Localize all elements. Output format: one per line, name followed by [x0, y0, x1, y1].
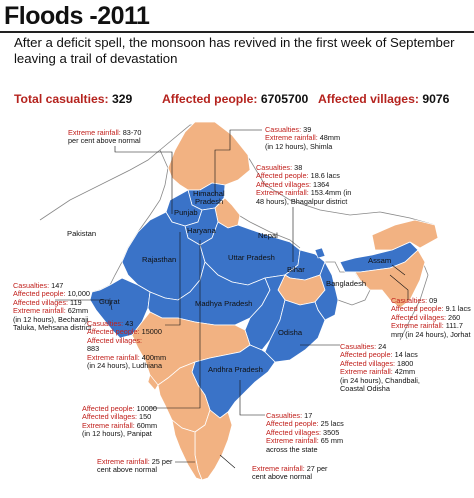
label-haryana: Haryana — [187, 226, 216, 235]
stat-people-value: 6705700 — [260, 92, 309, 106]
label-gujrat: Gujrat — [99, 297, 121, 306]
stat-casualties-label: Total casualties: — [14, 92, 109, 106]
myanmar-outline — [399, 254, 429, 341]
leader-himachal — [214, 129, 262, 196]
stat-people-label: Affected people: — [162, 92, 258, 106]
leader-gujrat — [55, 299, 113, 311]
annotation-andhra: Casualties: 17 Affected people: 25 lacs … — [266, 411, 344, 454]
stat-villages-label: Affected villages: — [318, 92, 419, 106]
annotation-south-west: Extreme rainfall: 25 per cent above norm… — [97, 457, 173, 475]
stat-casualties: Total casualties: 329 — [14, 92, 132, 106]
state-odisha — [264, 299, 326, 363]
label-madhya-pradesh: Madhya Pradesh — [195, 299, 252, 308]
label-rajasthan: Rajasthan — [142, 255, 176, 264]
nepal-outline — [229, 209, 301, 249]
label-bangladesh: Bangladesh — [326, 279, 366, 288]
label-odisha: Odisha — [278, 328, 303, 337]
state-kerala — [171, 419, 203, 481]
leader-south-east — [219, 454, 236, 469]
state-jammu-kashmir — [167, 121, 251, 191]
pakistan-outline — [39, 149, 169, 293]
leader-andhra — [239, 380, 265, 416]
page-title: Floods -2011 — [4, 2, 150, 30]
annotation-haryana: Affected people: 10000 Affected villages… — [82, 404, 158, 439]
annotation-punjab-top: Extreme rainfall: 83-70 per cent above n… — [68, 128, 142, 146]
leader-haryana — [150, 240, 201, 409]
stat-affected-villages: Affected villages: 9076 — [318, 92, 449, 106]
stat-affected-people: Affected people: 6705700 — [162, 92, 308, 106]
label-uttar-pradesh: Uttar Pradesh — [228, 253, 275, 262]
annotation-bihar: Casualties: 38 Affected people: 18.6 lac… — [256, 163, 352, 206]
annotation-odisha: Casualties: 24 Affected people: 14 lacs … — [340, 342, 420, 394]
label-andhra-pradesh: Andhra Pradesh — [208, 365, 263, 374]
label-nepal: Nepal — [258, 231, 278, 240]
annotation-himachal: Casualties: 39 Extreme rainfall: 48mm (i… — [265, 125, 341, 151]
leader-assam — [389, 274, 409, 300]
subtitle: After a deficit spell, the monsoon has r… — [14, 35, 455, 66]
label-himachal-pradesh: Pradesh — [195, 197, 223, 206]
state-northeast-rest — [345, 249, 426, 309]
title-divider — [0, 31, 474, 33]
stat-casualties-value: 329 — [112, 92, 133, 106]
leader-lines — [55, 129, 409, 469]
annotation-south-east: Extreme rainfall: 27 per cent above norm… — [252, 464, 328, 482]
label-pakistan: Pakistan — [67, 229, 96, 238]
label-punjab: Punjab — [174, 208, 198, 217]
state-goa — [147, 374, 159, 391]
stat-villages-value: 9076 — [422, 92, 450, 106]
annotation-assam: Casualties: 09 Affected people: 9.1 lacs… — [391, 296, 471, 339]
leader-assam-2 — [391, 264, 406, 276]
leader-punjab — [165, 232, 181, 326]
label-assam: Assam — [368, 256, 391, 265]
label-bihar: Bihar — [287, 265, 305, 274]
india-flood-map: Pakistan Nepal Bangladesh Himachal Prade… — [39, 121, 439, 481]
annotation-punjab: Casualties: 43 Affected people: 15000 Af… — [87, 319, 167, 371]
title-bar: Floods -2011 — [0, 0, 474, 33]
annotation-gujrat: Casualties: 147 Affected people: 10,000 … — [13, 281, 92, 333]
leader-punjab-top — [114, 146, 173, 214]
label-himachal: Himachal — [193, 189, 225, 198]
state-arunachal — [371, 219, 439, 251]
state-sikkim — [314, 247, 326, 259]
